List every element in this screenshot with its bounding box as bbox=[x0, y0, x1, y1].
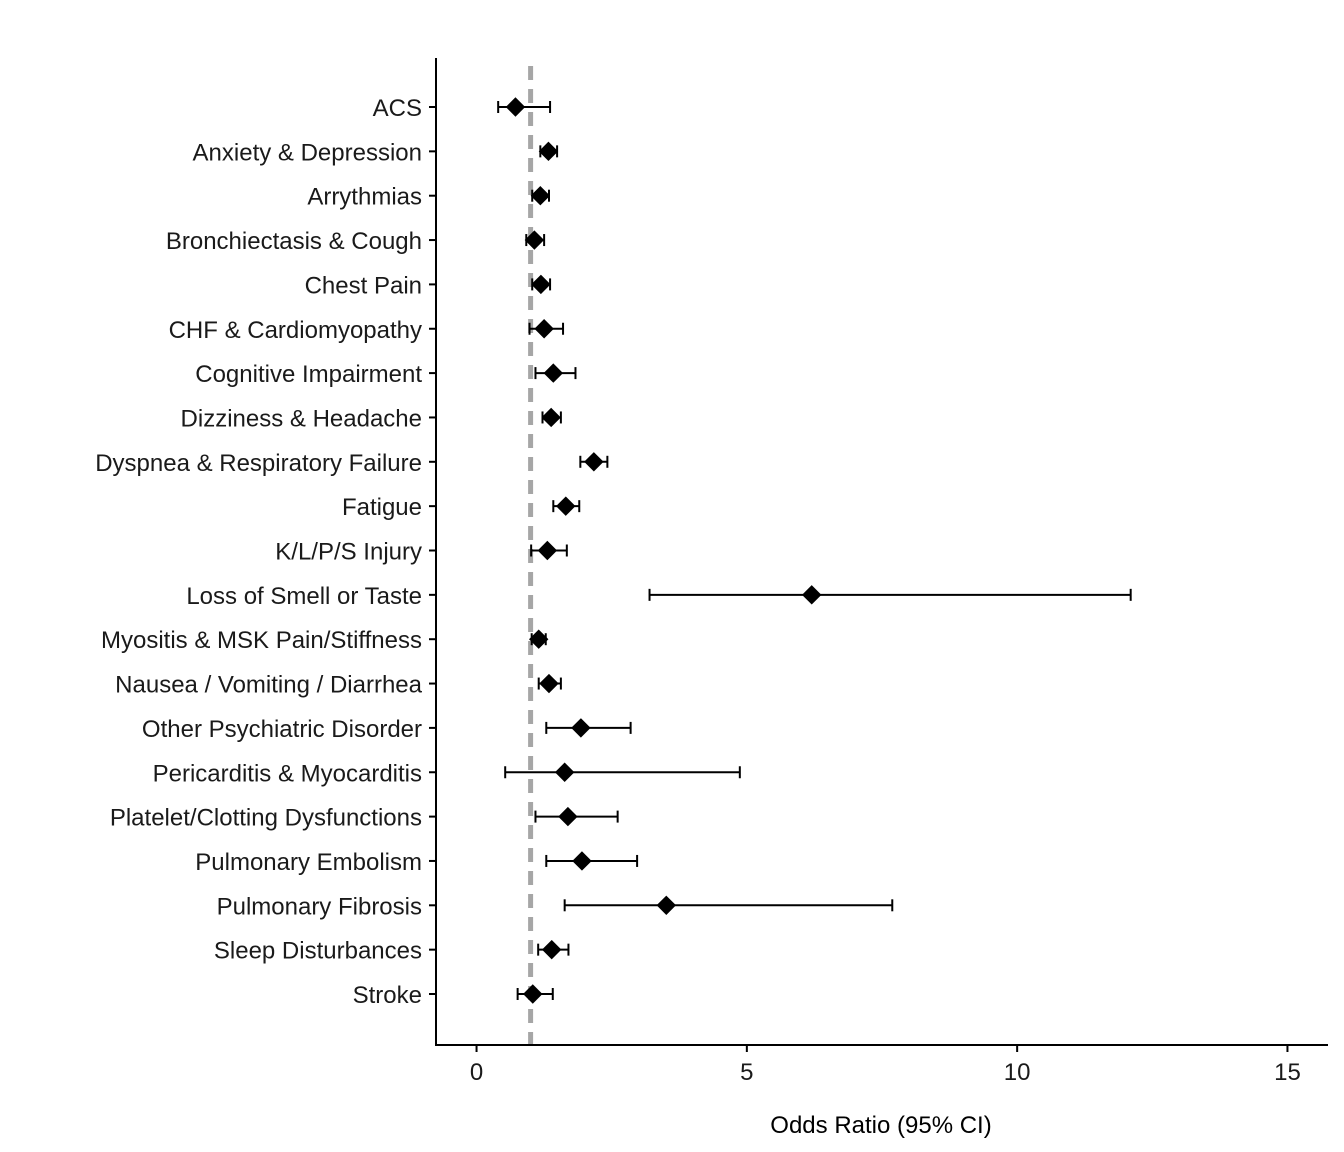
forest-row bbox=[537, 673, 562, 694]
category-label: K/L/P/S Injury bbox=[275, 539, 422, 566]
category-label: Fatigue bbox=[342, 494, 422, 521]
estimate-point bbox=[537, 540, 558, 561]
category-label: Platelet/Clotting Dysfunctions bbox=[110, 805, 422, 832]
forest-row bbox=[552, 496, 581, 516]
estimate-point bbox=[558, 806, 578, 827]
category-label: ACS bbox=[373, 95, 422, 122]
x-axis-ticks: 0 5 10 15 bbox=[470, 1045, 1301, 1086]
category-label: Cognitive Impairment bbox=[195, 361, 422, 388]
category-label: Loss of Smell or Taste bbox=[186, 583, 422, 610]
estimate-point bbox=[538, 141, 559, 162]
forest-row bbox=[534, 806, 619, 827]
category-label: Arrythmias bbox=[307, 184, 422, 211]
forest-row bbox=[504, 762, 741, 782]
estimate-point bbox=[523, 984, 543, 1004]
estimate-point bbox=[572, 851, 592, 871]
forest-row bbox=[531, 274, 552, 295]
estimate-point bbox=[556, 496, 576, 516]
estimate-point bbox=[539, 673, 559, 694]
forest-row bbox=[528, 319, 565, 339]
estimate-point bbox=[554, 762, 575, 782]
category-label: Anxiety & Depression bbox=[193, 139, 422, 166]
estimate-point bbox=[534, 319, 554, 339]
category-label: Pulmonary Embolism bbox=[195, 849, 422, 876]
x-tick-label: 10 bbox=[1004, 1059, 1031, 1086]
forest-row bbox=[545, 718, 632, 738]
forest-row bbox=[530, 185, 551, 206]
forest-row bbox=[648, 585, 1132, 605]
x-tick-label: 5 bbox=[740, 1059, 753, 1086]
forest-row bbox=[537, 939, 570, 960]
estimate-point bbox=[524, 230, 545, 250]
estimate-point bbox=[505, 97, 526, 117]
category-label: Pericarditis & Myocarditis bbox=[153, 760, 422, 787]
forest-row bbox=[541, 407, 562, 428]
category-label: Dyspnea & Respiratory Failure bbox=[95, 450, 422, 477]
estimate-point bbox=[529, 629, 549, 649]
estimate-point bbox=[543, 363, 564, 383]
x-tick-label: 15 bbox=[1274, 1059, 1301, 1086]
y-axis-ticks: ACS Anxiety & Depression Arrythmias Bronchi… bbox=[95, 95, 436, 1009]
forest-row bbox=[530, 540, 568, 561]
category-label: Sleep Disturbances bbox=[214, 938, 422, 965]
category-label: CHF & Cardiomyopathy bbox=[169, 317, 422, 344]
category-label: Stroke bbox=[353, 982, 422, 1009]
axes bbox=[435, 58, 1328, 1046]
estimate-point bbox=[571, 718, 591, 738]
category-label: Chest Pain bbox=[305, 272, 422, 299]
forest-row bbox=[538, 141, 559, 162]
category-label: Other Psychiatric Disorder bbox=[142, 716, 422, 743]
category-label: Dizziness & Headache bbox=[181, 405, 422, 432]
category-label: Myositis & MSK Pain/Stiffness bbox=[101, 627, 422, 654]
estimate-point bbox=[531, 274, 551, 295]
estimate-point bbox=[541, 407, 561, 428]
estimate-point bbox=[802, 585, 822, 605]
forest-row bbox=[534, 363, 577, 383]
forest-row bbox=[579, 452, 609, 472]
x-tick-label: 0 bbox=[470, 1059, 483, 1086]
category-label: Pulmonary Fibrosis bbox=[217, 893, 422, 920]
forest-row bbox=[516, 984, 554, 1004]
forest-row bbox=[545, 851, 639, 871]
estimate-point bbox=[541, 939, 562, 960]
forest-row bbox=[529, 629, 549, 649]
category-label: Bronchiectasis & Cough bbox=[166, 228, 422, 255]
estimate-point bbox=[656, 895, 677, 916]
x-axis-title: Odds Ratio (95% CI) bbox=[770, 1112, 991, 1139]
category-label: Nausea / Vomiting / Diarrhea bbox=[115, 672, 422, 699]
forest-row bbox=[497, 97, 552, 117]
forest-row bbox=[524, 230, 546, 250]
estimate-point bbox=[530, 185, 551, 206]
data-marks bbox=[497, 97, 1132, 1004]
estimate-point bbox=[584, 452, 604, 472]
forest-row bbox=[563, 895, 894, 916]
